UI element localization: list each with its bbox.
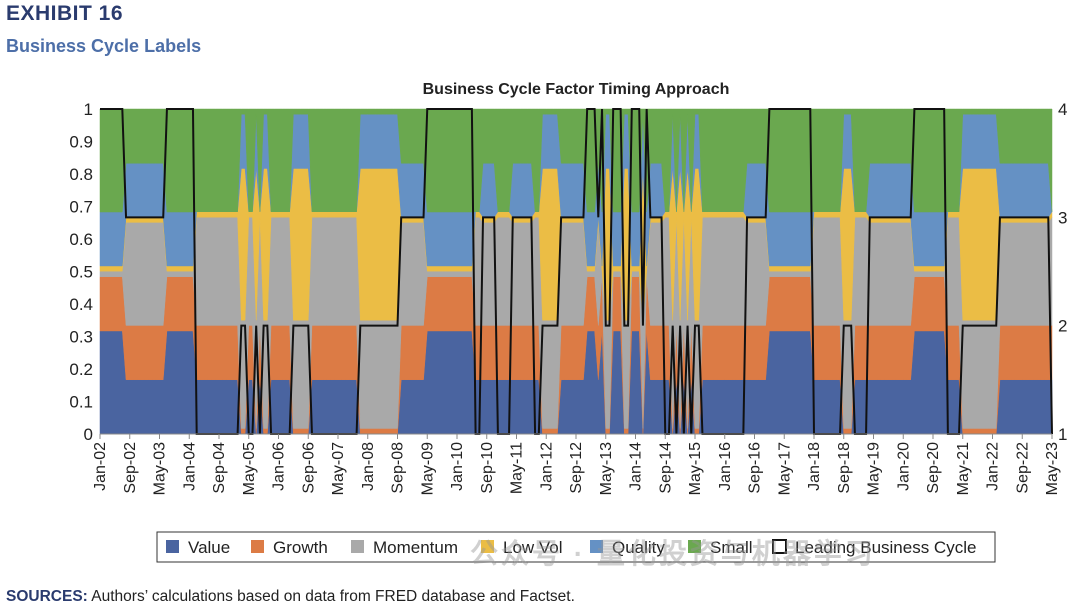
x-tick-label: Sep-08 xyxy=(390,442,407,494)
x-tick-label: Jan-02 xyxy=(92,442,109,491)
area-small xyxy=(99,108,1053,213)
x-tick-label: Sep-20 xyxy=(925,442,942,494)
x-tick-label: Jan-10 xyxy=(449,442,466,491)
y-left-tick-label: 0.6 xyxy=(69,230,93,249)
legend-label-low-vol: Low Vol xyxy=(503,538,563,557)
x-tick-label: May-09 xyxy=(419,442,436,495)
legend-swatch-low-vol xyxy=(481,540,494,553)
legend-label-small: Small xyxy=(710,538,753,557)
x-tick-label: May-19 xyxy=(866,442,883,495)
y-left-tick-label: 0.2 xyxy=(69,360,93,379)
legend-box xyxy=(156,531,996,563)
exhibit-label: EXHIBIT 16 xyxy=(6,2,124,25)
x-tick-label: May-15 xyxy=(687,442,704,495)
y-left-tick-label: 0.7 xyxy=(69,198,93,217)
legend-label-momentum: Momentum xyxy=(373,538,458,557)
x-tick-label: Jan-16 xyxy=(717,442,734,491)
x-tick-label: Sep-06 xyxy=(300,442,317,494)
y-left-tick-label: 0.4 xyxy=(69,295,93,314)
chart-title: Business Cycle Factor Timing Approach xyxy=(423,81,730,98)
y-left-tick-label: 0 xyxy=(84,425,93,444)
exhibit-subtitle: Business Cycle Labels xyxy=(6,36,202,56)
x-tick-label: Jan-18 xyxy=(806,442,823,491)
x-tick-label: Sep-16 xyxy=(747,442,764,494)
x-tick-label: Jan-12 xyxy=(538,442,555,491)
x-tick-label: May-21 xyxy=(955,442,972,495)
y-left-tick-label: 0.3 xyxy=(69,328,93,347)
y-right-tick-label: 3 xyxy=(1058,208,1067,227)
x-tick-label: Jan-04 xyxy=(181,442,198,491)
x-tick-label: Jan-14 xyxy=(628,442,645,491)
legend-swatch-value xyxy=(166,540,179,553)
legend-swatch-leading-business-cycle xyxy=(772,539,787,554)
legend-label-quality: Quality xyxy=(612,538,665,557)
y-left-tick-label: 0.5 xyxy=(69,263,93,282)
y-right-tick-label: 2 xyxy=(1058,317,1067,336)
x-tick-label: May-13 xyxy=(598,442,615,495)
y-left-tick-label: 0.9 xyxy=(69,133,93,152)
y-left-tick-label: 1 xyxy=(84,100,93,119)
legend-swatch-small xyxy=(688,540,701,553)
watermark: 公众号 · 量化投资与机器学习 xyxy=(470,538,876,569)
x-tick-label: May-11 xyxy=(509,442,526,494)
sources-label: SOURCES: xyxy=(6,588,88,605)
x-tick-label: Sep-22 xyxy=(1014,442,1031,494)
x-tick-label: Sep-02 xyxy=(122,442,139,494)
legend-label-leading-business-cycle: Leading Business Cycle xyxy=(795,538,976,557)
sources-text: Authors’ calculations based on data from… xyxy=(91,588,575,605)
y-right-tick-label: 1 xyxy=(1058,425,1067,444)
x-tick-label: Jan-22 xyxy=(985,442,1002,491)
x-tick-label: May-07 xyxy=(330,442,347,495)
sources-note: SOURCES: Authors’ calculations based on … xyxy=(6,588,575,606)
legend-swatch-quality xyxy=(590,540,603,553)
legend-label-growth: Growth xyxy=(273,538,328,557)
x-tick-label: Jan-20 xyxy=(895,442,912,491)
x-tick-label: Jan-08 xyxy=(360,442,377,491)
legend-swatch-growth xyxy=(251,540,264,553)
leading-business-cycle-line xyxy=(100,108,1053,435)
x-tick-label: May-17 xyxy=(776,442,793,495)
x-tick-label: May-23 xyxy=(1044,442,1061,495)
x-tick-label: Sep-12 xyxy=(568,442,585,494)
x-tick-label: Sep-18 xyxy=(836,442,853,494)
x-tick-label: Jan-06 xyxy=(271,442,288,491)
x-tick-label: May-05 xyxy=(241,442,258,495)
x-tick-label: Sep-10 xyxy=(479,442,496,494)
y-left-tick-label: 0.8 xyxy=(69,165,93,184)
x-tick-label: Sep-14 xyxy=(657,442,674,494)
x-tick-label: May-03 xyxy=(152,442,169,495)
y-left-tick-label: 0.1 xyxy=(69,393,93,412)
legend-swatch-momentum xyxy=(351,540,364,553)
y-right-tick-label: 4 xyxy=(1058,100,1067,119)
x-tick-label: Sep-04 xyxy=(211,442,228,494)
legend-label-value: Value xyxy=(188,538,230,557)
